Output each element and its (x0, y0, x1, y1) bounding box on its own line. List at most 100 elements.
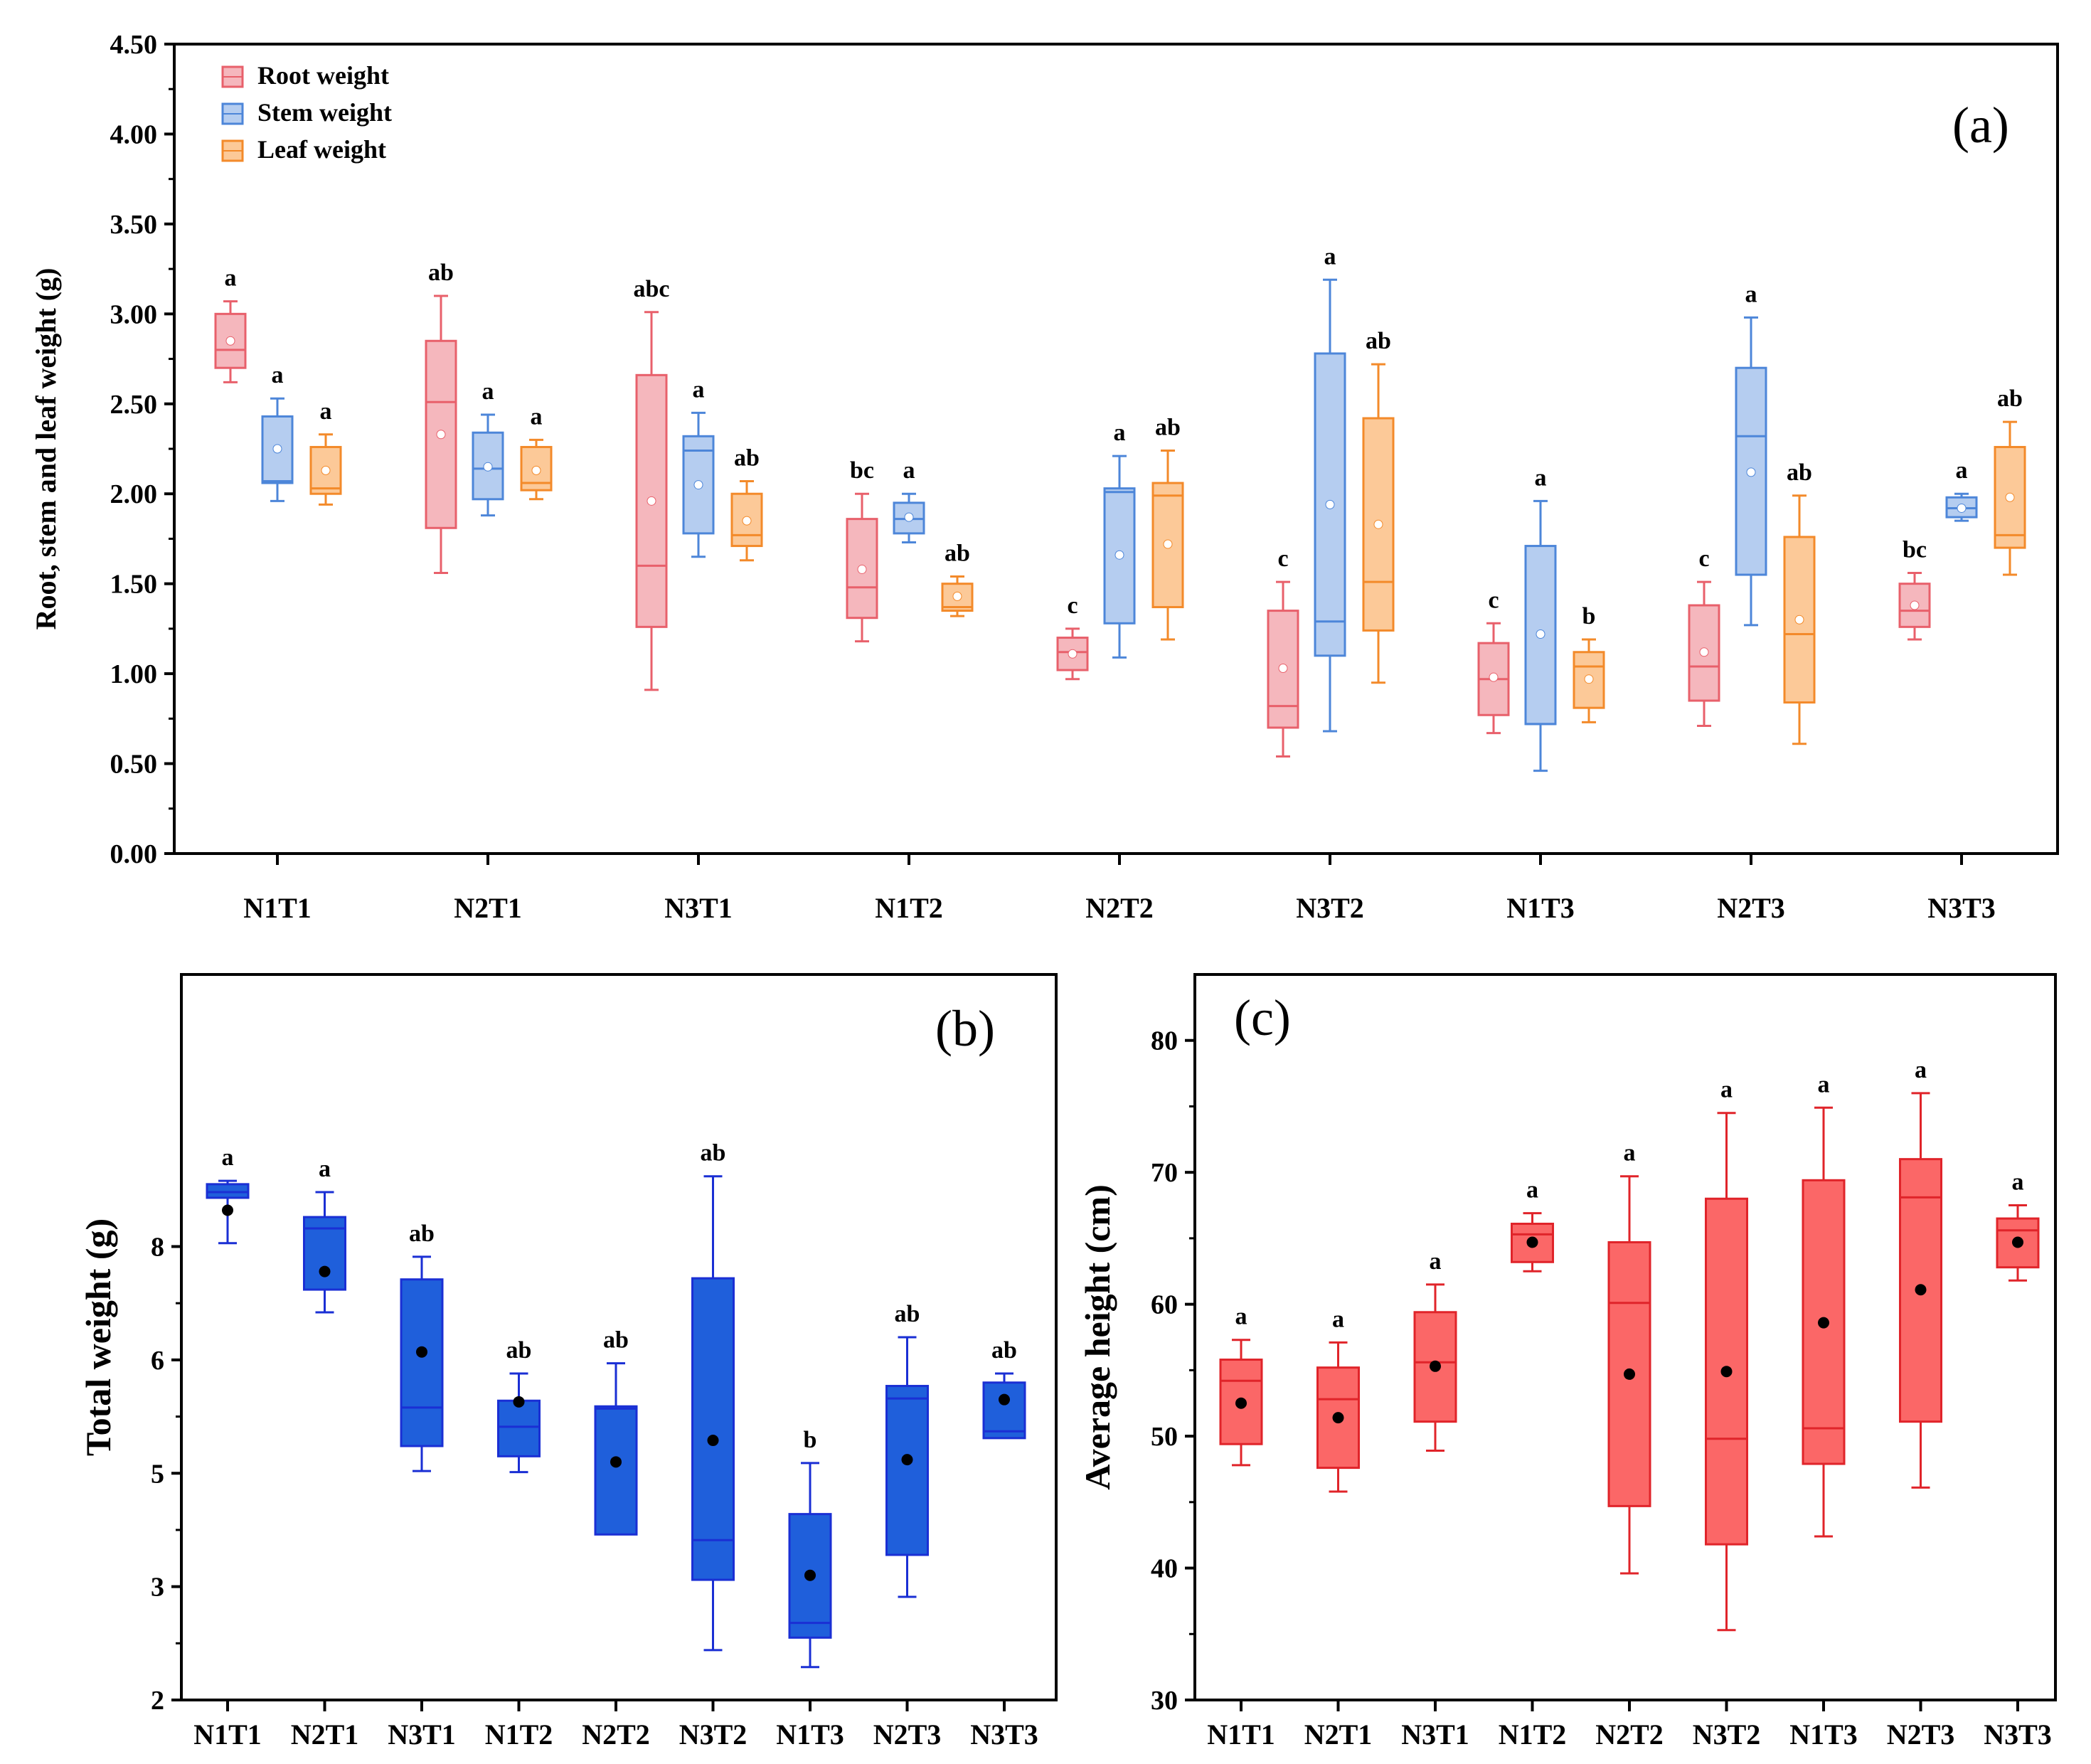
box-root-weight: c (1688, 546, 1720, 727)
significance-label: a (1624, 1140, 1636, 1167)
significance-label: ab (991, 1337, 1017, 1364)
box-leaf-weight: ab (941, 541, 974, 617)
box-total-weight: a (206, 1144, 250, 1245)
box-mean-point (1584, 674, 1594, 684)
box-stem-weight: a (1524, 464, 1557, 772)
plot-frame (1193, 973, 2057, 1701)
significance-label: b (1582, 603, 1596, 629)
significance-label: a (1235, 1304, 1247, 1330)
y-tick-label: 0.00 (110, 839, 158, 869)
panel-label: (b) (935, 1000, 995, 1057)
panel-a-root-stem-leaf-weight: 0.00 0.50 1.00 1.50 2.00 2.50 3.00 3.50 4.00 4.50… (30, 30, 2059, 924)
box-body (788, 1513, 832, 1639)
x-tick-label: N2T3 (1887, 1718, 1955, 1750)
box-mean-point (707, 1435, 719, 1447)
significance-label: c (1488, 587, 1499, 613)
box-leaf-weight: ab (730, 445, 763, 562)
box-mean-point (321, 465, 331, 475)
y-axis-title: Total weight (g) (78, 1218, 118, 1456)
x-tick-label: N2T1 (454, 892, 522, 924)
box-leaf-weight: ab (1151, 415, 1184, 641)
legend-label: Root weight (257, 61, 389, 90)
x-tick-label: N1T1 (193, 1718, 262, 1750)
box-average-height: a (1705, 1077, 1748, 1632)
box-mean-point (1430, 1360, 1441, 1372)
box-root-weight: ab (425, 260, 457, 574)
x-tick-label: N3T2 (1693, 1718, 1761, 1750)
significance-label: c (1698, 546, 1709, 572)
box-leaf-weight: a (520, 403, 553, 501)
x-tick-label: N1T3 (776, 1718, 844, 1750)
box-body (400, 1278, 444, 1447)
y-tick-label: 2 (151, 1686, 164, 1716)
y-tick-label: 3.50 (110, 210, 158, 240)
box-mean-point (904, 512, 914, 522)
significance-label: bc (1903, 536, 1927, 563)
box-mean-point (610, 1456, 622, 1468)
box-body (425, 339, 457, 529)
y-tick-label: 60 (1151, 1290, 1178, 1320)
box-root-weight: c (1267, 546, 1299, 758)
significance-label: abc (634, 276, 670, 302)
box-mean-point (483, 462, 493, 472)
box-body (594, 1405, 638, 1536)
significance-label: ab (428, 260, 454, 286)
box-leaf-weight: ab (1362, 328, 1395, 684)
box-mean-point (1332, 1412, 1344, 1424)
significance-label: a (1324, 243, 1336, 270)
y-tick-label: 40 (1151, 1554, 1178, 1584)
box-mean-point (2005, 492, 2015, 502)
x-tick-label: N1T3 (1506, 892, 1575, 924)
box-body (206, 1183, 250, 1199)
significance-label: c (1277, 546, 1288, 572)
y-tick-label: 1.50 (110, 570, 158, 600)
box-mean-point (647, 496, 656, 506)
x-tick-label: N3T1 (388, 1718, 456, 1750)
significance-label: a (1526, 1177, 1538, 1204)
panel-c-average-height: 30 40 50 60 70 80 Average height (cm) (c) N1T1 N2… (1078, 973, 2057, 1750)
box-root-weight: c (1056, 593, 1089, 681)
box-stem-weight: a (893, 457, 925, 544)
box-mean-point (1720, 1366, 1733, 1378)
box-leaf-weight: b (1573, 603, 1605, 723)
x-tick-label: N3T1 (664, 892, 733, 924)
box-average-height: a (1996, 1169, 2040, 1282)
box-mean-point (531, 465, 541, 475)
box-body (982, 1381, 1026, 1440)
box-total-weight: ab (982, 1337, 1026, 1440)
y-tick-label: 1.00 (110, 659, 158, 689)
box-root-weight: a (214, 265, 247, 383)
x-tick-label: N2T1 (291, 1718, 359, 1750)
box-root-weight: c (1477, 587, 1510, 735)
x-tick-label: N1T2 (875, 892, 943, 924)
box-body (309, 445, 342, 495)
box-mean-point (1278, 664, 1288, 674)
box-stem-weight: a (1945, 457, 1978, 522)
box-mean-point (901, 1454, 913, 1466)
box-average-height: a (1802, 1071, 1846, 1538)
significance-label: a (1114, 420, 1126, 446)
x-tick-label: N2T2 (1595, 1718, 1664, 1750)
box-root-weight: abc (634, 276, 670, 691)
significance-label: a (2012, 1169, 2024, 1196)
panel-b-total-weight: 2 3 5 6 8 Total weight (g) (b) N1T1 N2T1 N3T1 N1T2… (78, 973, 1058, 1750)
x-tick-label: N1T1 (243, 892, 312, 924)
x-tick-label: N2T2 (1085, 892, 1154, 924)
box-total-weight: ab (400, 1221, 444, 1472)
box-mean-point (436, 430, 446, 440)
box-mean-point (1957, 503, 1967, 513)
significance-label: ab (1997, 386, 2023, 412)
box-mean-point (1373, 519, 1383, 529)
box-mean-point (2012, 1236, 2023, 1248)
box-mean-point (857, 564, 867, 574)
box-average-height: a (1899, 1057, 1942, 1489)
box-mean-point (1915, 1284, 1927, 1296)
y-tick-label: 30 (1151, 1686, 1178, 1716)
box-root-weight: bc (1898, 536, 1931, 641)
y-tick-label: 80 (1151, 1026, 1178, 1056)
box-stem-weight: a (261, 362, 294, 502)
box-mean-point (1910, 600, 1920, 610)
box-body (1362, 417, 1395, 632)
box-body (1219, 1359, 1263, 1445)
significance-label: a (320, 398, 332, 425)
